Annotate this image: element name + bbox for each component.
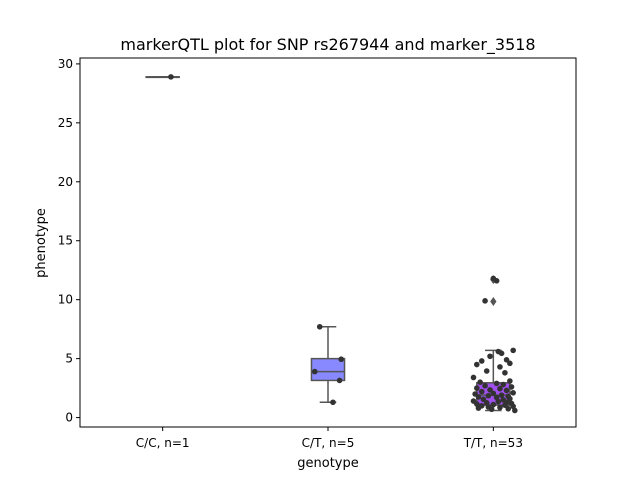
box-group xyxy=(310,326,346,403)
data-point xyxy=(503,357,510,363)
data-point xyxy=(507,360,513,367)
data-point xyxy=(490,390,497,397)
y-tick-label: 5 xyxy=(65,352,73,366)
data-point xyxy=(512,407,518,414)
box-group xyxy=(145,76,180,79)
y-tick-label: 25 xyxy=(58,116,73,130)
data-point xyxy=(478,358,485,364)
x-tick-label: T/T, n=53 xyxy=(463,436,523,450)
data-point xyxy=(493,380,500,387)
data-point xyxy=(487,353,493,360)
data-point xyxy=(502,369,508,376)
outlier-marker xyxy=(490,296,497,306)
x-tick-label: C/T, n=5 xyxy=(302,436,355,450)
data-point xyxy=(495,398,502,405)
data-point xyxy=(493,278,500,284)
data-point xyxy=(168,74,174,80)
data-point xyxy=(311,368,318,375)
data-point xyxy=(497,364,503,370)
data-point xyxy=(330,399,336,406)
data-point xyxy=(507,378,513,384)
data-point xyxy=(510,347,516,354)
data-point xyxy=(483,368,490,374)
data-point xyxy=(478,388,485,395)
box-body xyxy=(310,357,346,382)
data-point xyxy=(507,395,513,402)
data-point xyxy=(316,323,323,330)
data-point xyxy=(482,382,488,389)
data-point xyxy=(490,401,497,408)
data-point xyxy=(336,377,343,384)
x-tick-label: C/C, n=1 xyxy=(136,436,190,450)
y-tick-label: 15 xyxy=(58,234,73,248)
data-point xyxy=(485,392,492,399)
data-point xyxy=(498,350,505,357)
data-point xyxy=(475,405,482,411)
data-point xyxy=(475,394,482,400)
x-axis: C/C, n=1 C/T, n=5 T/T, n=53 xyxy=(136,427,523,450)
data-point xyxy=(505,405,512,412)
data-point xyxy=(480,396,487,403)
data-point xyxy=(510,390,516,396)
data-point xyxy=(487,387,493,393)
y-axis: 0 5 10 15 20 25 30 xyxy=(58,57,80,425)
data-point xyxy=(470,374,477,381)
y-axis-label: phenotype xyxy=(34,208,49,278)
data-point xyxy=(497,404,503,411)
data-point xyxy=(503,387,510,394)
data-point xyxy=(502,402,508,408)
data-point xyxy=(477,379,483,386)
y-tick-label: 0 xyxy=(65,411,73,425)
data-point xyxy=(497,385,503,392)
data-point xyxy=(474,385,480,391)
data-point xyxy=(498,392,505,398)
data-point xyxy=(474,361,480,368)
data-point xyxy=(488,406,495,413)
data-point xyxy=(482,298,488,304)
y-tick-label: 10 xyxy=(58,293,73,307)
plot-content xyxy=(145,74,518,414)
y-tick-label: 30 xyxy=(58,57,73,71)
data-point xyxy=(338,356,345,363)
data-point xyxy=(508,384,515,390)
chart-title: markerQTL plot for SNP rs267944 and mark… xyxy=(120,35,535,55)
data-point xyxy=(500,381,507,388)
y-tick-label: 20 xyxy=(58,175,73,189)
x-axis-label: genotype xyxy=(297,456,358,471)
